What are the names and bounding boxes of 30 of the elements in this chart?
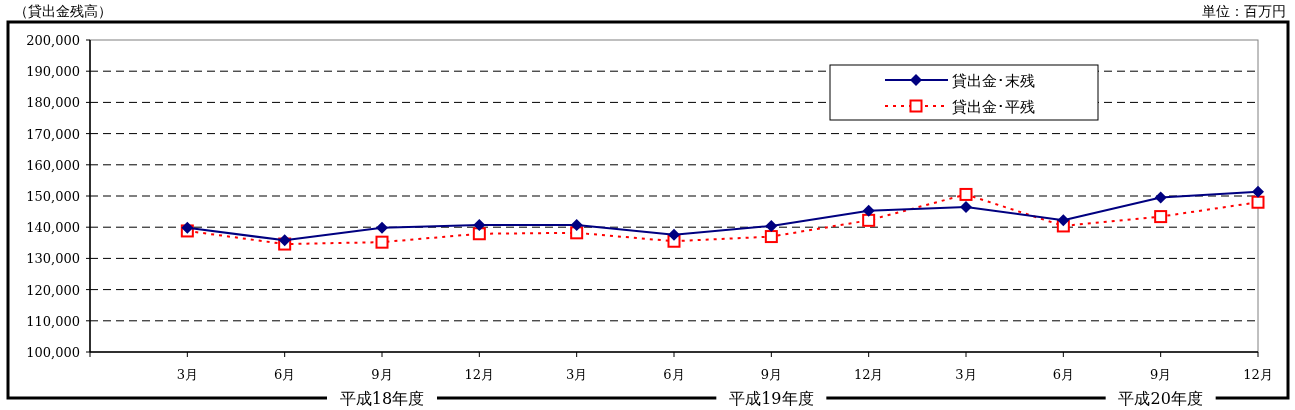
x-tick-label: 12月 [464, 367, 495, 382]
x-tick-label: 3月 [955, 367, 977, 382]
x-tick-label: 9月 [760, 367, 782, 382]
legend-label: 貸出金･末残 [952, 72, 1035, 90]
x-tick-label: 6月 [274, 367, 296, 382]
x-tick-label: 6月 [1052, 367, 1074, 382]
y-tick-label: 200,000 [26, 33, 80, 48]
x-tick-label: 9月 [371, 367, 393, 382]
legend-label: 貸出金･平残 [952, 98, 1035, 116]
x-tick-label: 3月 [566, 367, 588, 382]
y-tick-label: 110,000 [26, 313, 80, 329]
annotation: 平成19年度 [729, 389, 814, 408]
y-tick-label: 130,000 [26, 251, 80, 267]
y-tick-label: 160,000 [26, 157, 80, 173]
y-tick-label: 100,000 [26, 345, 80, 360]
annotation: 平成18年度 [339, 389, 425, 408]
x-tick-label: 12月 [853, 367, 884, 382]
x-tick-label: 12月 [1243, 367, 1273, 382]
y-tick-label: 190,000 [26, 64, 80, 80]
x-tick-label: 3月 [176, 367, 198, 382]
title: （貸出金残高） [14, 3, 112, 19]
x-tick-label: 6月 [663, 367, 685, 382]
y-tick-label: 140,000 [26, 220, 80, 236]
y-tick-label: 180,000 [26, 95, 80, 111]
y-tick-label: 170,000 [26, 126, 80, 142]
y-tick-label: 120,000 [26, 282, 80, 298]
annotation: 平成20年度 [1118, 389, 1203, 408]
annotation: 単位：百万円 [1202, 3, 1286, 19]
y-tick-label: 150,000 [26, 189, 80, 204]
x-tick-label: 9月 [1150, 367, 1172, 382]
